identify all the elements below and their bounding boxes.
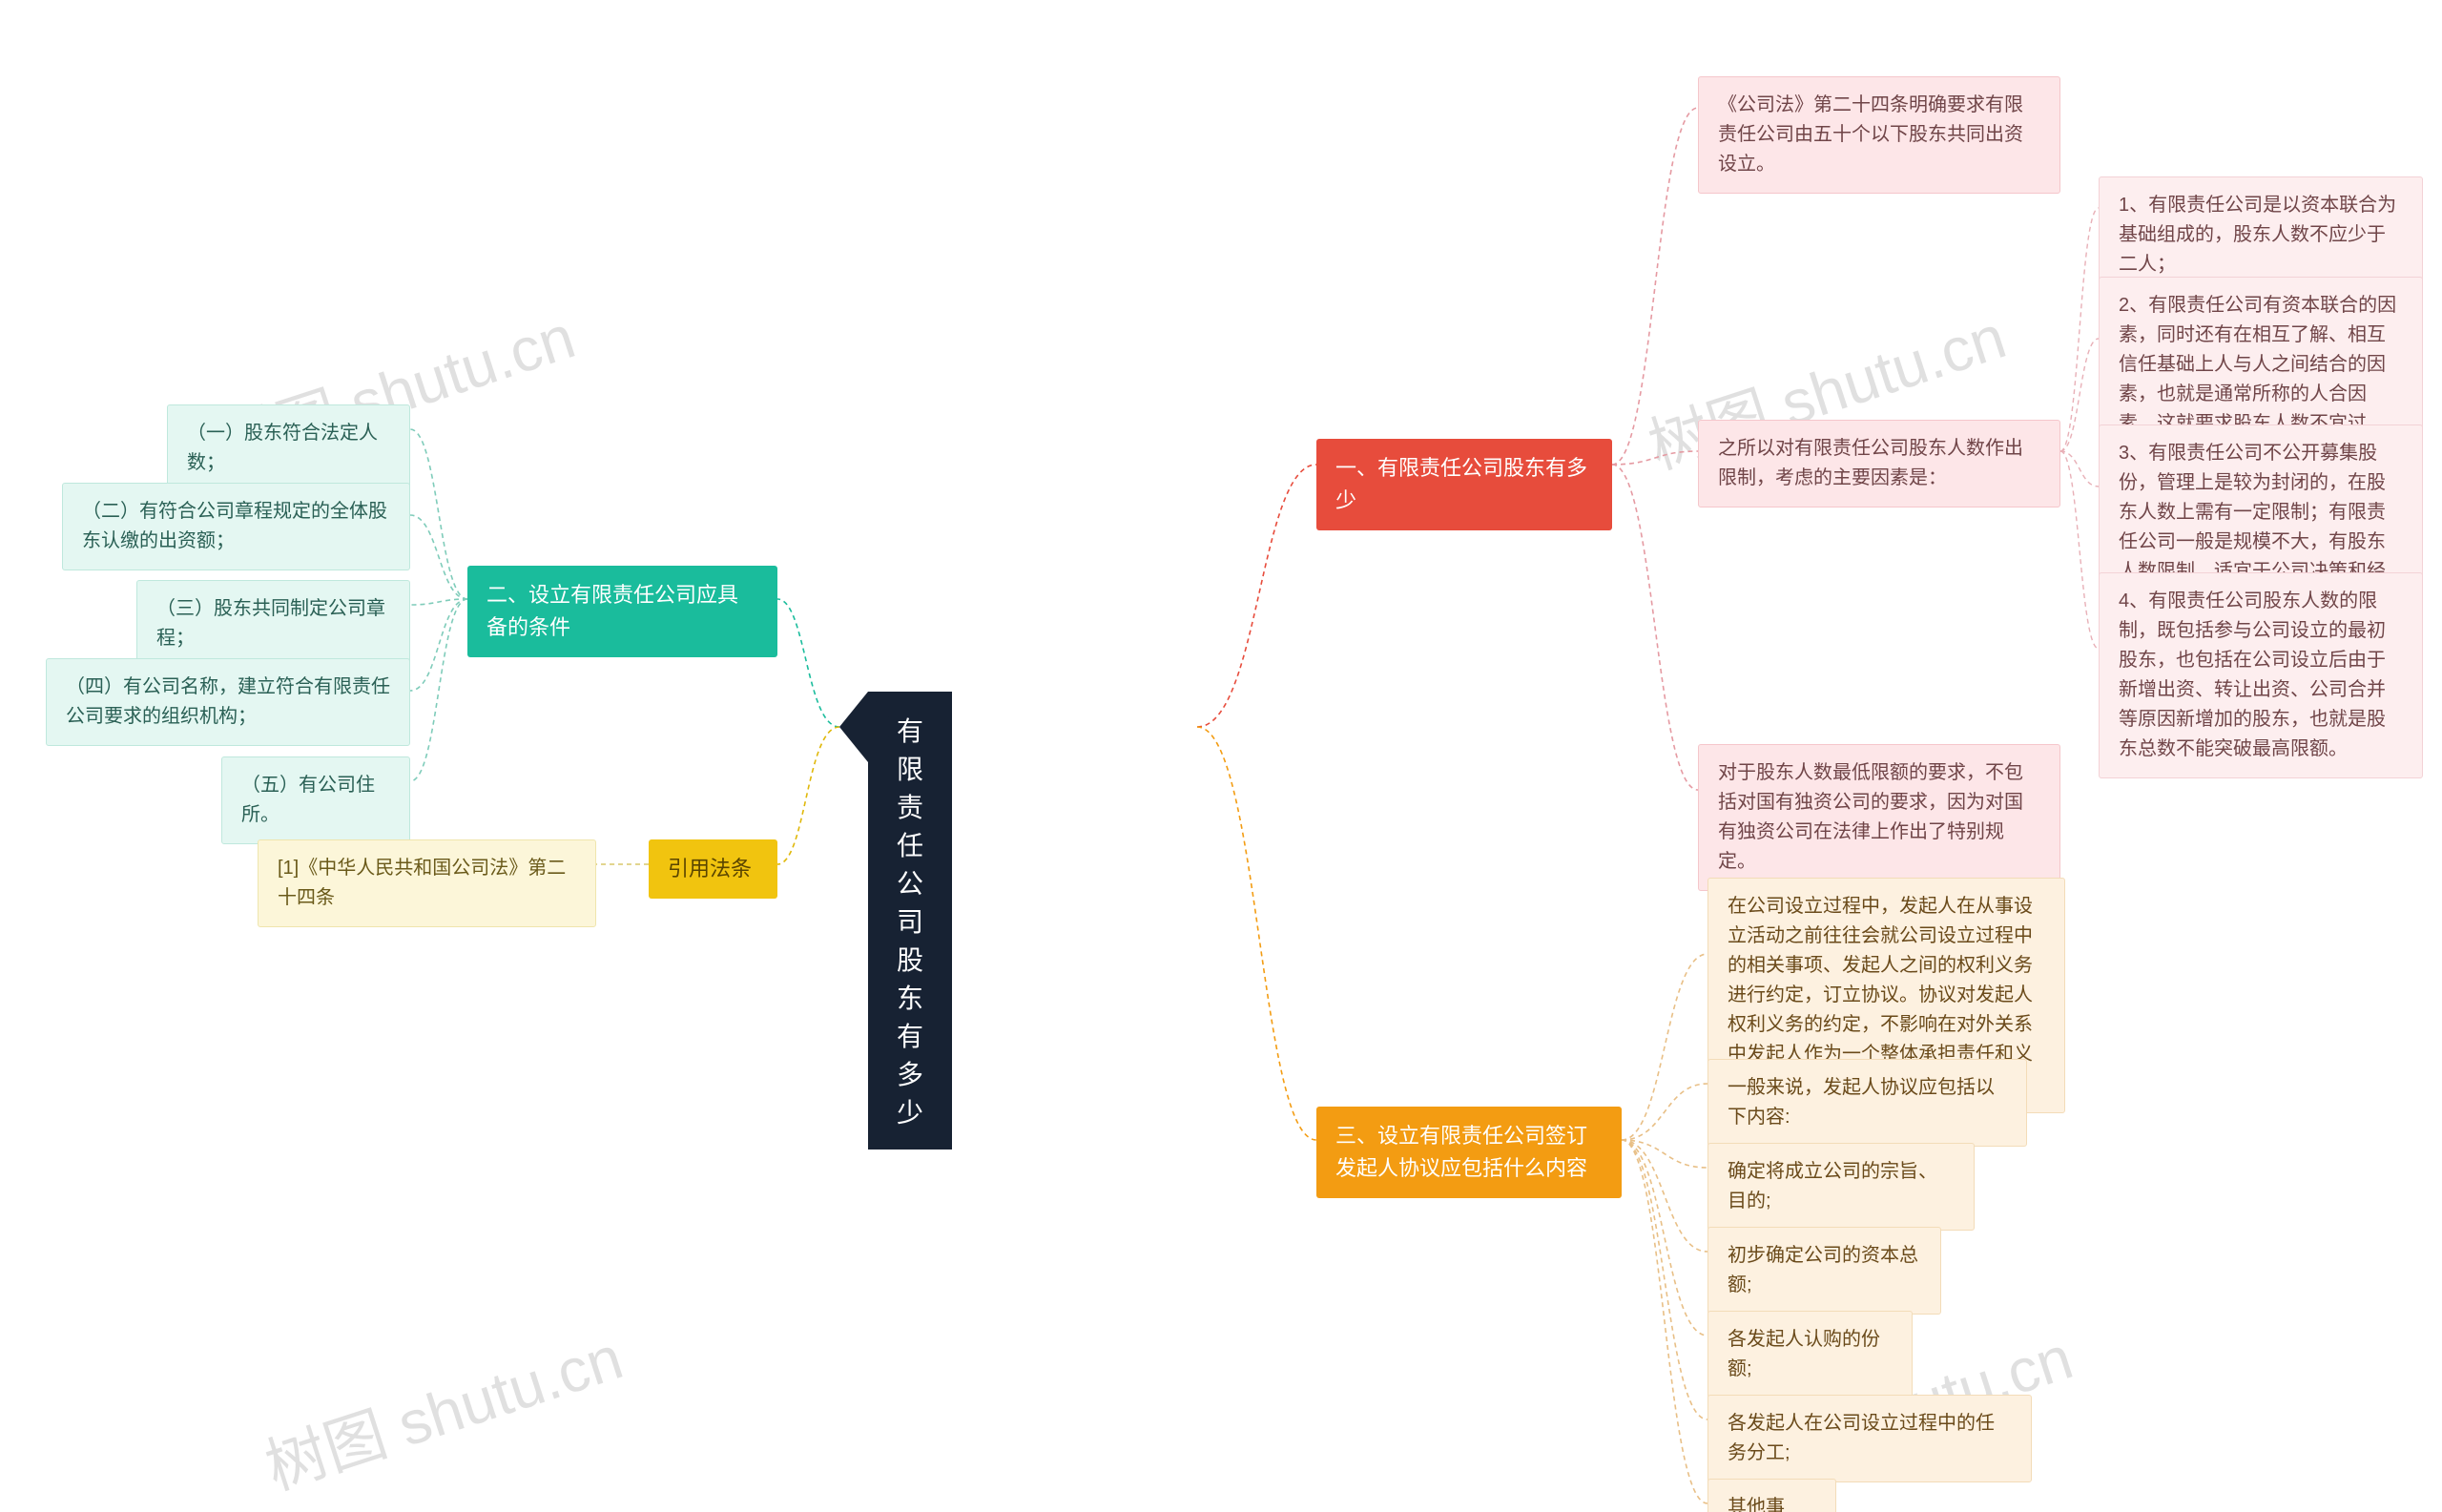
watermark: 树图 shutu.cn — [253, 1309, 631, 1506]
leaf-2c: （三）股东共同制定公司章程； — [136, 580, 410, 668]
leaf-1c: 对于股东人数最低限额的要求，不包括对国有独资公司的要求，因为对国有独资公司在法律… — [1698, 744, 2060, 891]
branch-one: 一、有限责任公司股东有多少 — [1316, 439, 1612, 530]
branch-two: 二、设立有限责任公司应具备的条件 — [467, 566, 777, 657]
leaf-2b: （二）有符合公司章程规定的全体股东认缴的出资额； — [62, 483, 410, 570]
leaf-3e: 各发起人认购的份额; — [1707, 1311, 1913, 1398]
leaf-3g: 其他事项。 — [1707, 1479, 1836, 1512]
leaf-3b: 一般来说，发起人协议应包括以下内容: — [1707, 1059, 2027, 1147]
leaf-2a: （一）股东符合法定人数； — [167, 404, 410, 492]
leaf-2e: （五）有公司住所。 — [221, 756, 410, 844]
leaf-3c: 确定将成立公司的宗旨、目的; — [1707, 1143, 1975, 1231]
leaf-c1: [1]《中华人民共和国公司法》第二十四条 — [258, 839, 596, 927]
branch-cite: 引用法条 — [649, 839, 777, 899]
leaf-1b4: 4、有限责任公司股东人数的限制，既包括参与公司设立的最初股东，也包括在公司设立后… — [2099, 572, 2423, 778]
leaf-3f: 各发起人在公司设立过程中的任务分工; — [1707, 1395, 2032, 1482]
leaf-1b: 之所以对有限责任公司股东人数作出限制，考虑的主要因素是： — [1698, 420, 2060, 507]
branch-three: 三、设立有限责任公司签订发起人协议应包括什么内容 — [1316, 1107, 1622, 1198]
leaf-1a: 《公司法》第二十四条明确要求有限责任公司由五十个以下股东共同出资设立。 — [1698, 76, 2060, 194]
leaf-2d: （四）有公司名称，建立符合有限责任公司要求的组织机构； — [46, 658, 410, 746]
root-label: 有限责任公司股东有多少 — [868, 692, 952, 1150]
leaf-3d: 初步确定公司的资本总额; — [1707, 1227, 1941, 1315]
